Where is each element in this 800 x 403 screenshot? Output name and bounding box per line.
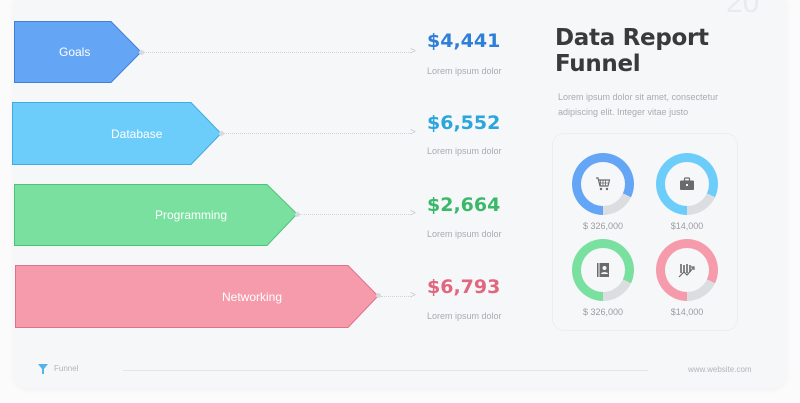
arrow-shape (12, 102, 222, 165)
connector-line (223, 133, 411, 134)
stat-caption: $14,000 (670, 221, 704, 231)
connector-dot (219, 131, 224, 136)
funnel-arrow-networking: Networking (15, 265, 385, 328)
connector-arrowhead-icon: > (410, 290, 416, 301)
funnel-arrow-database: Database (12, 102, 222, 165)
stat-card: $14,000 (656, 239, 718, 317)
stat-card: $ 326,000 (572, 239, 634, 317)
arrow-shape (14, 21, 142, 83)
connector-dot (295, 212, 300, 217)
funnel-subtext: Lorem ipsum dolor (427, 311, 502, 321)
connector-dot (139, 50, 144, 55)
funnel-arrow-goals: Goals (14, 21, 142, 83)
donut-chart (656, 153, 718, 215)
footer-url: www.website.com (688, 365, 752, 374)
page-number: 20 (726, 0, 760, 19)
donut-chart (572, 239, 634, 301)
connector-arrowhead-icon: > (410, 46, 416, 57)
funnel-subtext: Lorem ipsum dolor (427, 229, 502, 239)
stat-card: $14,000 (656, 153, 718, 231)
stat-caption: $14,000 (670, 307, 704, 317)
footer-divider (123, 370, 648, 371)
connector-dot (376, 293, 381, 298)
funnel-label: Goals (59, 45, 91, 59)
slide-description: Lorem ipsum dolor sit amet, consectetur … (558, 92, 719, 117)
funnel-label: Programming (155, 208, 228, 222)
stat-caption: $ 326,000 (582, 307, 624, 317)
growth-chart-icon (678, 264, 695, 278)
funnel-subtext: Lorem ipsum dolor (427, 66, 502, 76)
funnel-label: Networking (222, 289, 283, 304)
funnel-value: $6,552 (427, 112, 501, 134)
connector-line (143, 52, 411, 53)
funnel-value: $2,664 (427, 194, 501, 216)
contact-book-icon (597, 263, 609, 277)
donut-chart (572, 153, 634, 215)
connector-arrowhead-icon: > (410, 208, 416, 219)
funnel-arrow-programming: Programming (14, 184, 302, 246)
donut-chart (656, 239, 718, 301)
funnel-value: $6,793 (427, 276, 501, 298)
briefcase-icon (680, 177, 694, 190)
slide-title: Data Report Funnel (555, 25, 709, 77)
funnel-icon (38, 364, 48, 374)
shopping-cart-icon (596, 177, 611, 191)
connector-arrowhead-icon: > (410, 127, 416, 138)
arrow-shape (15, 265, 379, 328)
connector-line (300, 214, 411, 215)
arrow-shape (14, 184, 298, 246)
footer-label: Funnel (54, 364, 79, 373)
stat-caption: $ 326,000 (582, 221, 624, 231)
funnel-label: Database (111, 126, 163, 141)
stat-card: $ 326,000 (572, 153, 634, 231)
funnel-subtext: Lorem ipsum dolor (427, 146, 502, 156)
connector-line (381, 296, 411, 297)
funnel-value: $4,441 (427, 30, 501, 52)
